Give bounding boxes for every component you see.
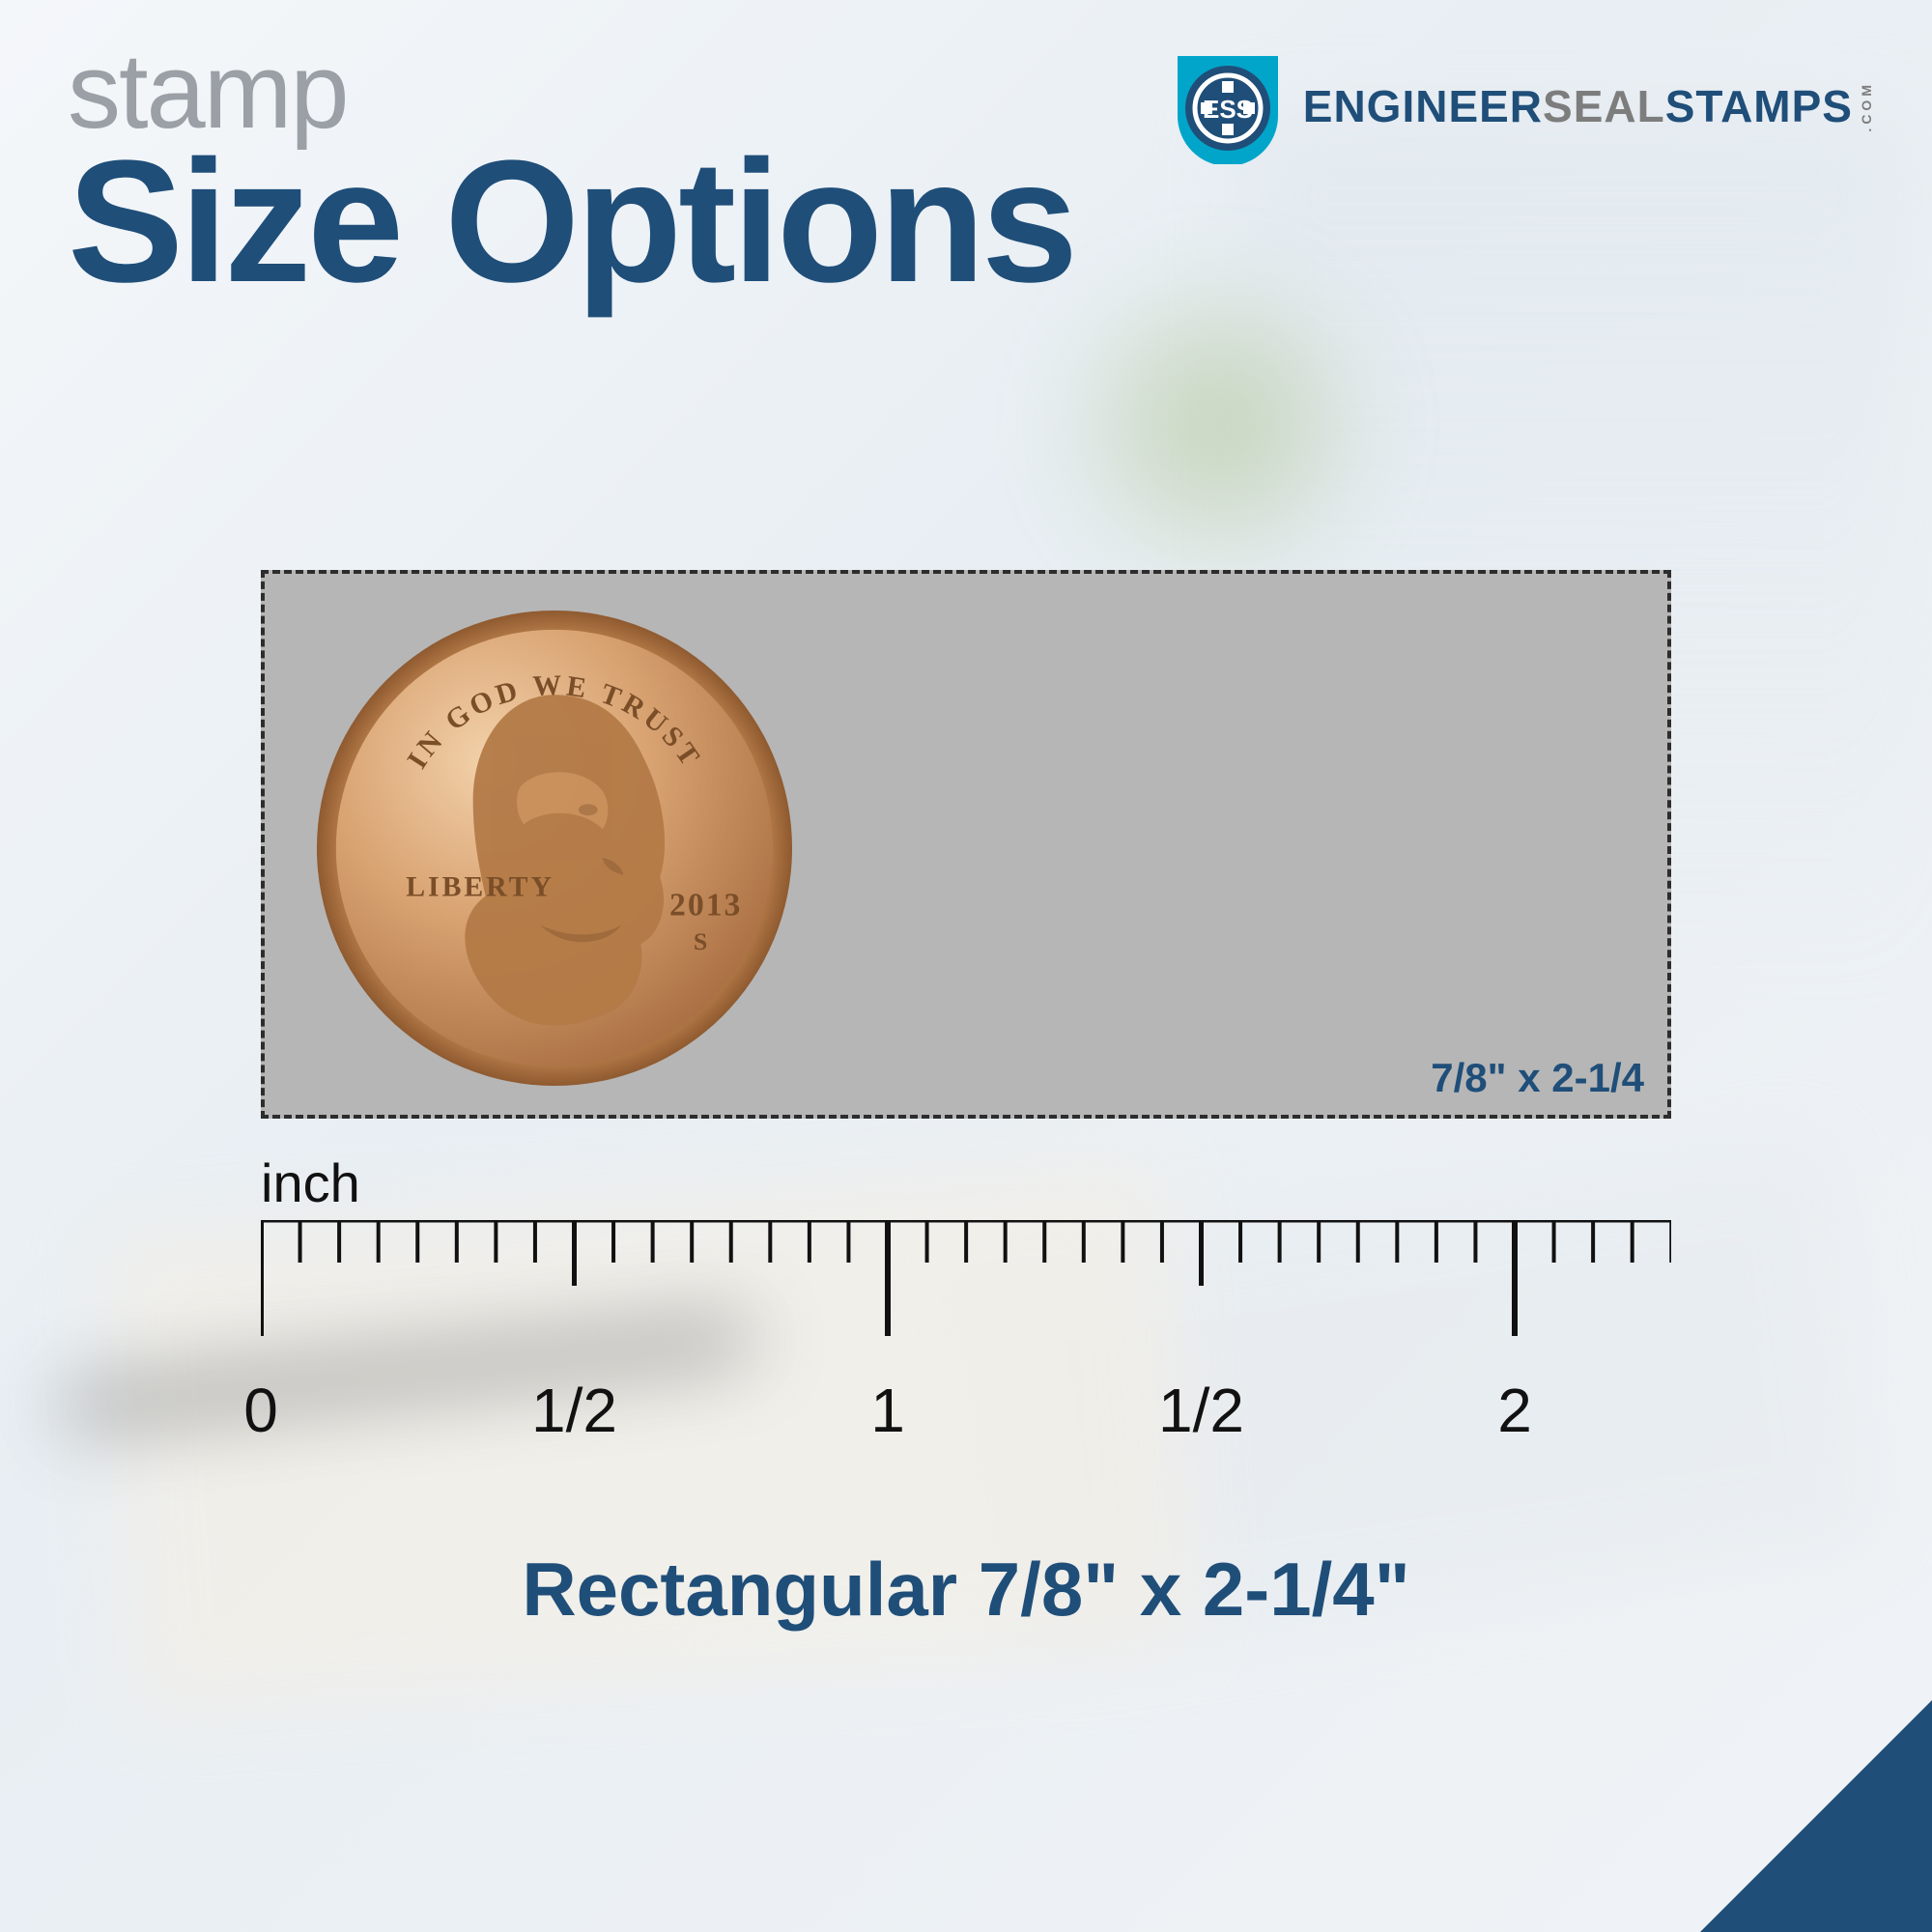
ruler-number: 1 [870,1375,905,1446]
ruler-number: 0 [243,1375,278,1446]
svg-text:2013: 2013 [669,887,742,923]
stamp-size-box: IN GOD WE TRUST LIBERTY 2013 S 7/8" x 2-… [261,570,1671,1119]
corner-accent [1700,1700,1932,1932]
ruler-unit-label: inch [261,1151,1671,1214]
logo-word-engineer: ENGINEER [1303,80,1543,132]
brand-logo: ESS ENGINEER SEAL STAMPS .COM [1170,48,1874,164]
logo-suffix: .COM [1859,81,1874,132]
logo-word-stamps: STAMPS [1665,80,1853,132]
ess-badge-icon: ESS [1170,48,1286,164]
svg-text:ESS: ESS [1203,95,1253,124]
size-caption: Rectangular 7/8" x 2-1/4" [0,1546,1932,1634]
svg-text:LIBERTY: LIBERTY [406,871,554,903]
title-big: Size Options [68,135,1074,309]
ruler-numbers: 01/211/22 [261,1375,1671,1462]
ruler-number: 1/2 [531,1375,617,1446]
ruler: inch 01/211/22 [261,1151,1671,1462]
logo-word-seal: SEAL [1543,80,1665,132]
ruler-number: 1/2 [1158,1375,1244,1446]
header: stamp Size Options ESS ENGINEER SEAL STA… [68,39,1874,309]
penny-icon: IN GOD WE TRUST LIBERTY 2013 S [315,609,794,1088]
stamp-dimension-label: 7/8" x 2-1/4 [1431,1055,1644,1101]
ruler-ticks [261,1220,1671,1355]
ruler-number: 2 [1497,1375,1532,1446]
title-block: stamp Size Options [68,39,1074,309]
svg-text:S: S [694,927,707,955]
